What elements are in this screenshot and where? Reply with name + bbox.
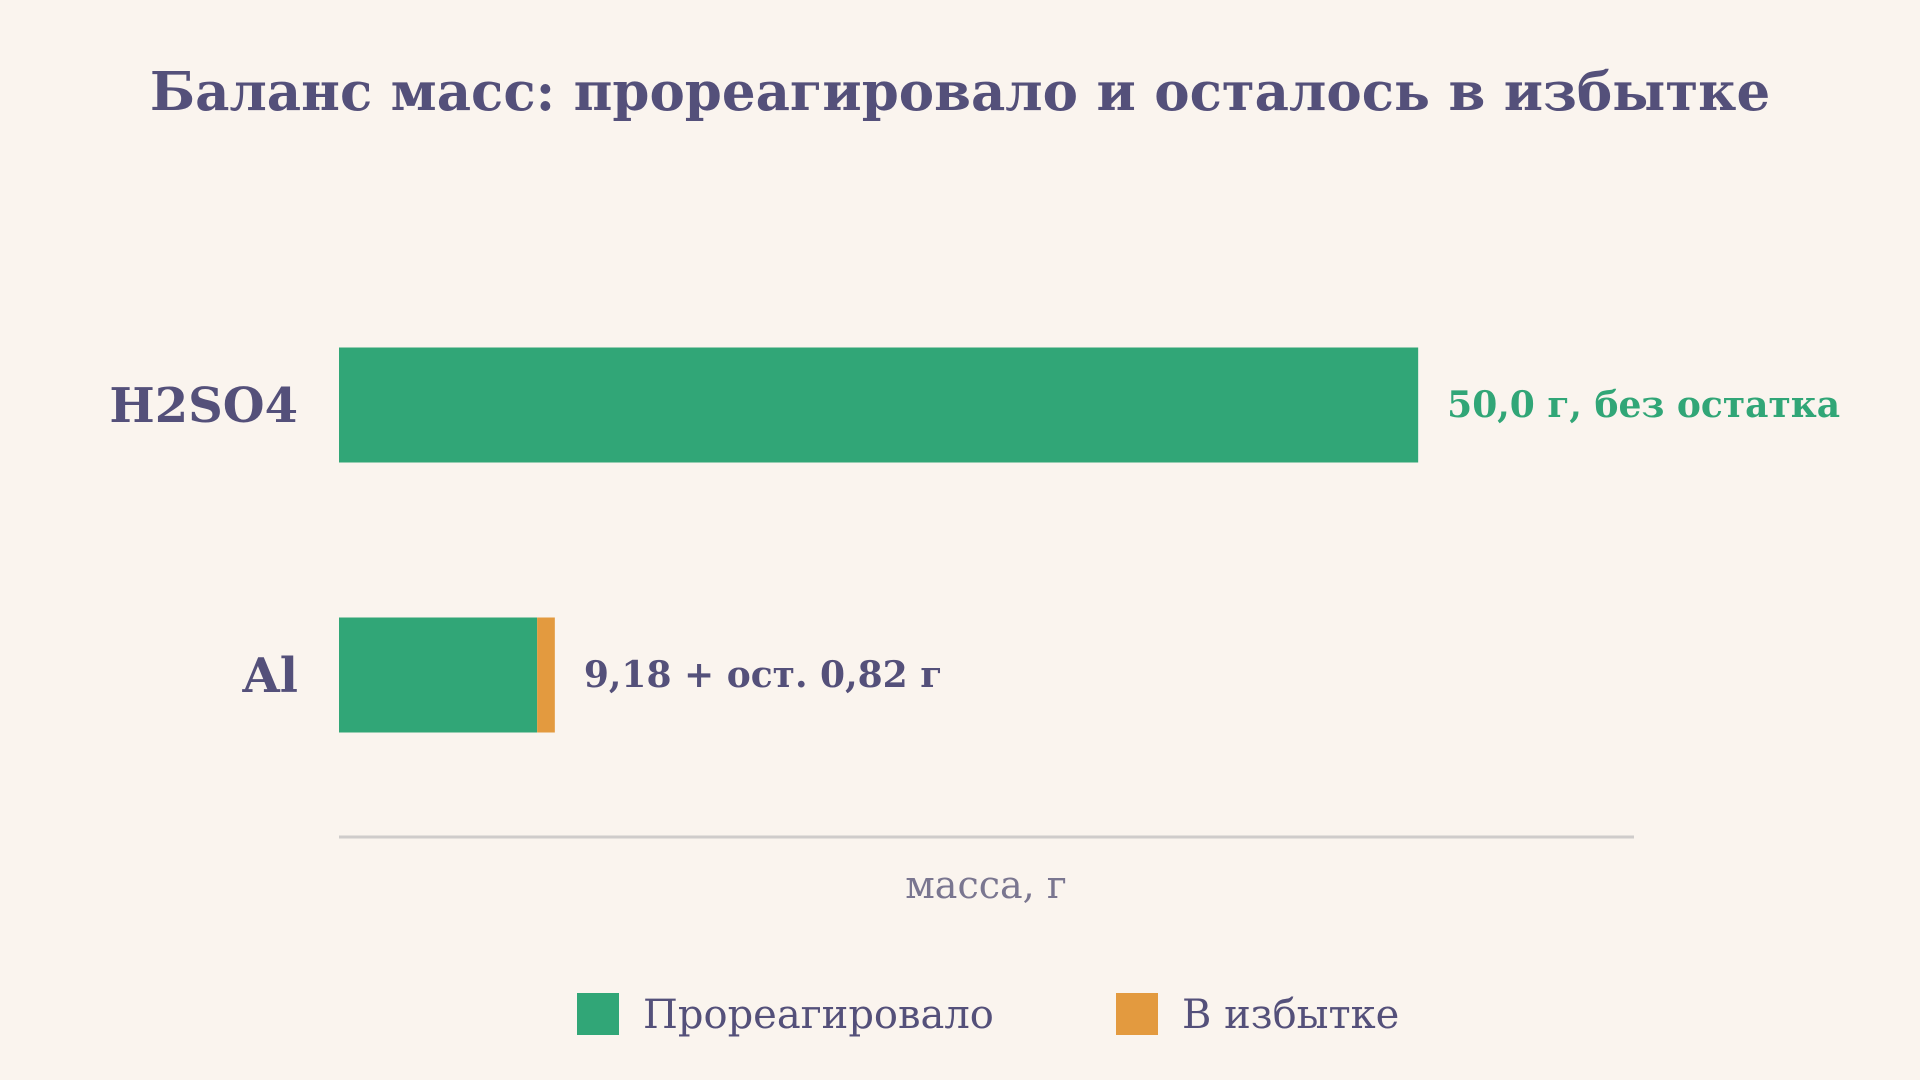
category-label: Al — [242, 648, 298, 704]
chart-title: Баланс масс: прореагировало и осталось в… — [150, 61, 1770, 123]
legend-label: В избытке — [1182, 992, 1399, 1038]
legend-swatch — [577, 993, 619, 1035]
x-axis-label: масса, г — [905, 863, 1067, 907]
legend-label: Прореагировало — [643, 992, 994, 1038]
bar-segment-reacted — [339, 347, 1419, 463]
category-label: H2SO4 — [109, 378, 298, 434]
bar-segment-reacted — [339, 617, 538, 733]
bar-segment-excess — [537, 617, 555, 733]
data-label: 9,18 + ост. 0,82 г — [584, 654, 943, 696]
data-label: 50,0 г, без остатка — [1447, 384, 1840, 426]
legend-swatch — [1116, 993, 1158, 1035]
legend: Прореагировало В избытке — [577, 992, 1399, 1038]
bars-layer: H2SO4 50,0 г, без остатка Al 9,18 + ост. 0,… — [109, 347, 1840, 733]
